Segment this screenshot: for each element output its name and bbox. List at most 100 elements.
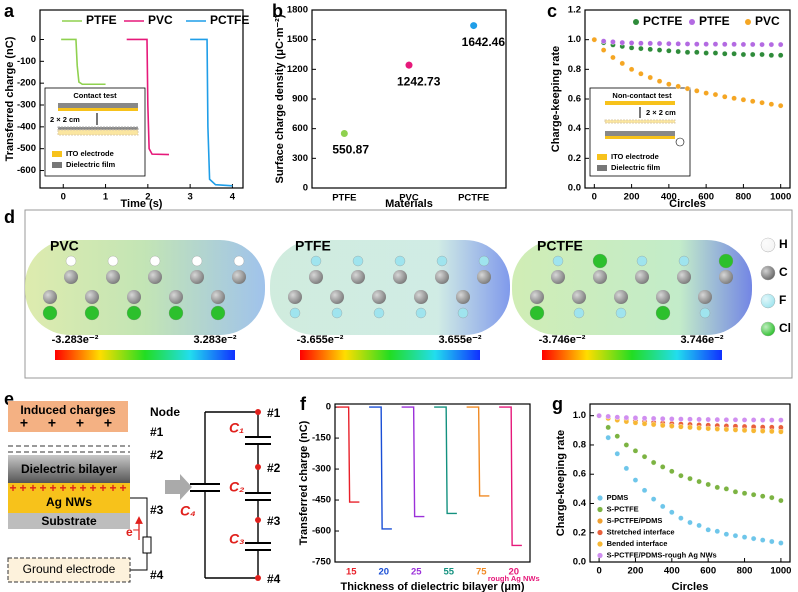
data-point: [759, 493, 766, 499]
atom-shine: [211, 290, 225, 304]
ground-electrode: [7, 557, 131, 583]
legend-marker: [597, 495, 603, 501]
data-point: [666, 47, 672, 54]
legend-label: S-PCTFE/PDMS-rough Ag NWs: [607, 550, 717, 559]
data-point: [623, 465, 630, 472]
data-point: [650, 421, 657, 428]
x-tick-label: 600: [700, 566, 716, 577]
atom-shine: [190, 270, 204, 284]
panel-label: b: [272, 1, 283, 21]
color-bar-min: -3.746e⁻²: [539, 334, 586, 346]
atom-shine: [330, 290, 344, 304]
data-point: [723, 416, 730, 423]
legend-label: PVC: [755, 14, 780, 28]
y-tick-label: 0.2: [568, 153, 581, 164]
atom: [191, 255, 203, 267]
data-point: [750, 491, 757, 498]
data-point: [623, 414, 630, 421]
y-tick-label: -400: [17, 121, 36, 132]
electron-label: e⁻: [126, 525, 139, 539]
capacitor-label: C₃: [229, 531, 245, 547]
data-point: [769, 417, 775, 423]
y-tick-label: 1.0: [568, 34, 581, 45]
x-axis-label: Materials: [385, 198, 433, 210]
y-tick-label: -150: [312, 433, 331, 444]
substrate-layer: [8, 513, 130, 529]
agnws-layer: [8, 483, 130, 513]
atom-shine: [698, 290, 712, 304]
inset-legend: ITO electrode: [611, 152, 659, 161]
data-line: [61, 38, 106, 86]
inset-legend: ITO electrode: [66, 149, 114, 158]
color-bar: [55, 350, 235, 360]
atom-shine: [761, 238, 775, 252]
y-tick-label: 0: [326, 402, 331, 413]
data-line: [434, 406, 457, 515]
data-point: [703, 50, 709, 56]
data-point: [759, 428, 766, 434]
x-tick-label: PCTFE: [458, 193, 489, 204]
data-point: [687, 475, 693, 482]
data-point: [732, 488, 739, 495]
color-bar: [542, 350, 722, 360]
esp-surface: [25, 240, 265, 335]
y-tick-label: -750: [312, 557, 331, 568]
atom: [415, 307, 427, 319]
capacitor-label: C₂: [229, 479, 244, 495]
x-tick-label: 400: [661, 192, 677, 203]
legend-label: PTFE: [699, 14, 730, 28]
y-axis-label: Transferred charge (nC): [4, 36, 16, 161]
x-tick-label: 800: [737, 566, 753, 577]
data-point: [669, 509, 675, 516]
atom: [42, 305, 58, 321]
charge-sign: +: [89, 481, 96, 495]
y-tick-label: 1200: [287, 64, 308, 75]
color-bar-max: 3.655e⁻²: [438, 334, 481, 346]
charge-sign: +: [76, 415, 84, 431]
node-label: #2: [150, 448, 164, 462]
y-tick-label: -300: [17, 100, 36, 111]
data-point: [628, 66, 635, 73]
legend-marker: [597, 541, 603, 547]
data-point: [723, 531, 730, 538]
data-point: [687, 424, 693, 431]
data-point: [721, 50, 728, 57]
plot-frame: [39, 9, 244, 189]
data-point: [687, 416, 693, 423]
x-tick-label: 400: [664, 566, 680, 577]
atom: [352, 255, 364, 267]
atom: [636, 255, 648, 267]
legend-label: PDMS: [607, 493, 629, 502]
data-point: [340, 130, 348, 138]
charge-sign: +: [19, 481, 26, 495]
charge-sign: +: [9, 481, 16, 495]
data-point: [669, 468, 675, 475]
data-line: [499, 406, 522, 547]
data-point: [705, 481, 711, 488]
layer-label: Dielectric bilayer: [21, 462, 117, 476]
node-label: #1: [150, 425, 164, 439]
data-point: [641, 487, 648, 494]
x-tick-label: 75: [476, 567, 487, 578]
data-line: [466, 406, 490, 497]
panel-label: e: [4, 389, 14, 409]
data-point: [647, 40, 654, 47]
x-axis-label: Time (s): [121, 198, 163, 210]
legend-marker: [689, 19, 695, 25]
x-tick-label: 20: [378, 567, 389, 578]
x-axis-label: Circles: [672, 581, 709, 592]
data-point: [750, 427, 757, 434]
data-point: [714, 484, 721, 491]
layer-label: Induced charges: [20, 403, 116, 417]
data-point: [750, 417, 757, 423]
data-point: [741, 417, 748, 423]
data-point: [694, 41, 700, 47]
data-point: [696, 478, 702, 485]
atom-shine: [551, 270, 565, 284]
capacitor-label: C₁: [229, 420, 244, 436]
data-point: [759, 99, 765, 106]
atom: [478, 255, 490, 267]
color-bar-min: -3.655e⁻²: [297, 334, 344, 346]
data-point: [732, 416, 739, 423]
data-point: [659, 464, 666, 470]
